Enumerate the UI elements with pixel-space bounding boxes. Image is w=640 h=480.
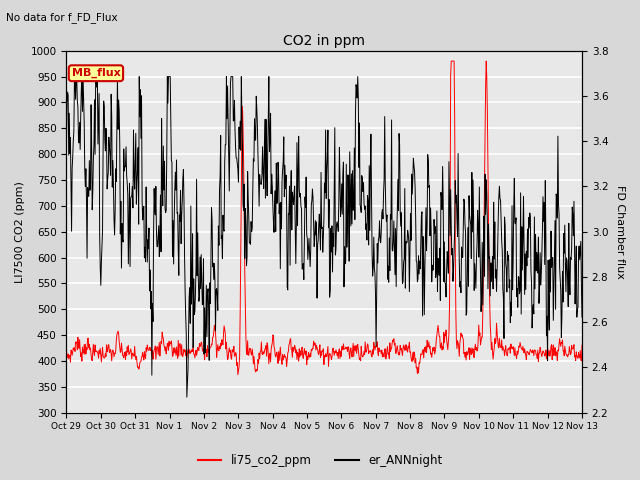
Text: No data for f_FD_Flux: No data for f_FD_Flux	[6, 12, 118, 23]
Text: MB_flux: MB_flux	[72, 68, 120, 78]
Title: CO2 in ppm: CO2 in ppm	[283, 34, 365, 48]
Y-axis label: LI7500 CO2 (ppm): LI7500 CO2 (ppm)	[15, 181, 25, 283]
Legend: li75_co2_ppm, er_ANNnight: li75_co2_ppm, er_ANNnight	[193, 449, 447, 472]
Y-axis label: FD Chamber flux: FD Chamber flux	[615, 185, 625, 279]
